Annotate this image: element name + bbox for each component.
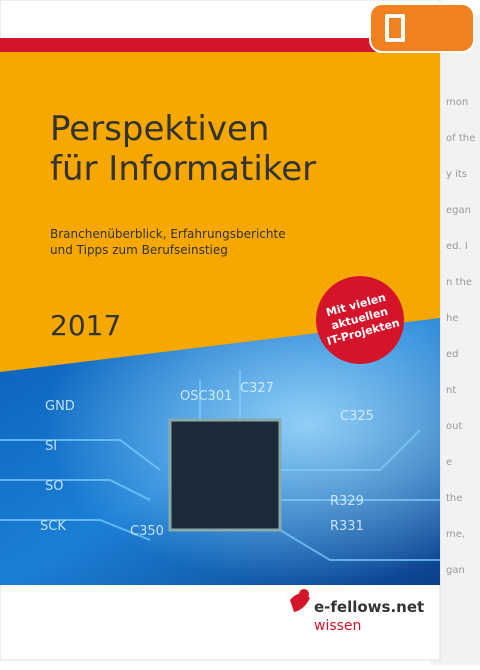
read-button[interactable] [369, 3, 475, 53]
snippet: ed. I [446, 241, 468, 252]
snippet: me, [446, 529, 465, 540]
circuit-labels: GND SI SO SCK OSC301 C327 C325 R329 R331 C350 [40, 381, 374, 539]
circuit-label: R331 [330, 519, 364, 534]
chip [168, 418, 282, 532]
snippet: e [446, 457, 452, 468]
snippet: gan [446, 565, 465, 576]
red-band [0, 38, 440, 52]
circuit-label: SI [45, 439, 57, 454]
badge [316, 276, 404, 364]
circuit-label: GND [45, 399, 75, 414]
snippet: y its [446, 169, 467, 180]
back-page-text: mon of the y its egan ed. I n the he ed nt out e th… [446, 97, 475, 576]
circuit-label: OSC301 [180, 389, 232, 404]
circuit-traces [0, 370, 440, 561]
snippet: ed [446, 349, 459, 360]
logo-dot [299, 589, 309, 599]
book-icon-inner[interactable] [389, 18, 401, 38]
publisher-sub: wissen [314, 618, 361, 634]
circuit-label: SO [45, 479, 63, 494]
year: 2017 [50, 309, 121, 342]
subtitle: Branchenüberblick, Erfahrungsberichte [50, 227, 286, 241]
publisher: e-fellows.net [314, 598, 424, 616]
circuit-label: C350 [130, 524, 164, 539]
circuit-label: R329 [330, 494, 364, 509]
snippet: mon [446, 97, 468, 108]
snippet: nt [446, 385, 456, 396]
snippet: he [446, 313, 459, 324]
title: Perspektiven [50, 109, 269, 149]
circuit-label: C325 [340, 409, 374, 424]
snippet: n the [446, 277, 472, 288]
circuit-label: SCK [40, 519, 66, 534]
snippet: out [446, 421, 462, 432]
circuit-label: C327 [240, 381, 274, 396]
title: für Informatiker [50, 149, 316, 189]
snippet: the [446, 493, 462, 504]
snippet: egan [446, 205, 471, 216]
subtitle: und Tipps zum Berufseinstieg [50, 243, 228, 257]
snippet: of the [446, 133, 475, 144]
